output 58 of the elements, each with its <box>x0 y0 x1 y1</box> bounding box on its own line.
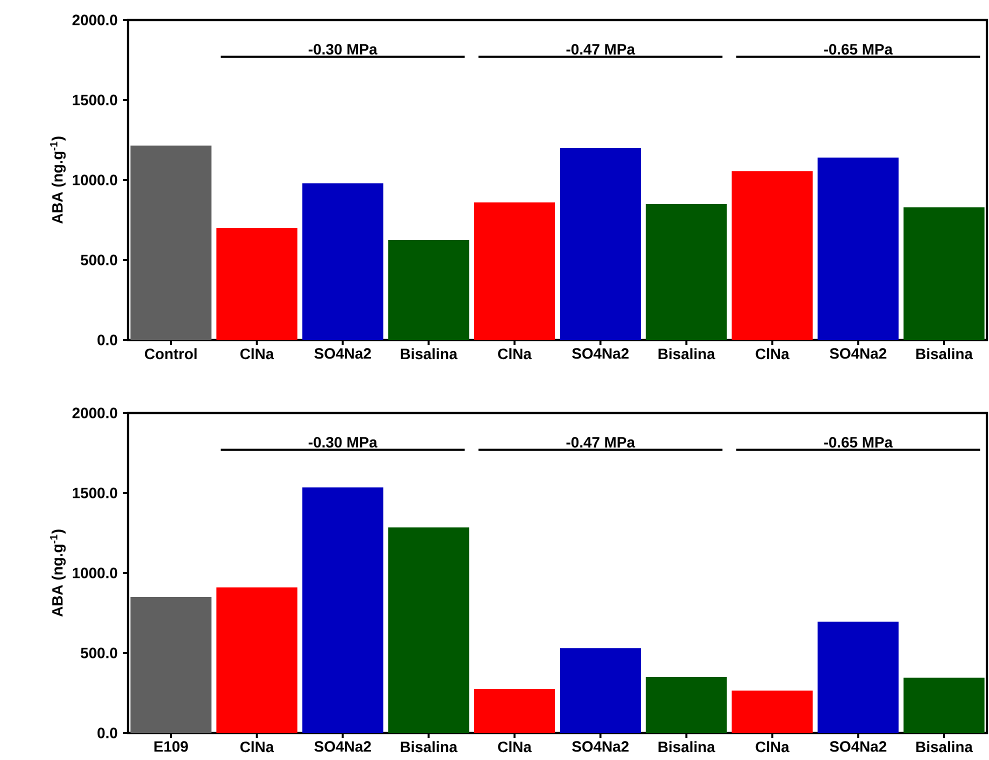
x-tick-label: ClNa <box>240 741 274 752</box>
bar <box>130 596 212 733</box>
x-tick-label: SO4Na2 <box>572 348 629 359</box>
bar <box>818 158 899 340</box>
x-tick-label: ClNa <box>756 348 790 360</box>
y-tick-label: 0.0 <box>98 334 118 346</box>
x-tick-label: SO4Na2 <box>830 741 886 752</box>
y-axis-title: ABA (ng.g$^{-1}$) <box>50 530 66 617</box>
annotation: -0.30 MPa <box>308 436 378 448</box>
y-axis-title: ABA (ng.g$^{-1}$) <box>50 136 66 224</box>
bar <box>818 622 899 733</box>
x-tick-label: Bisalina <box>658 348 716 360</box>
x-tick-label: SO4Na2 <box>572 741 629 752</box>
y-tick-label: 1000.0 <box>72 174 118 186</box>
annotation: -0.30 MPa <box>308 44 378 55</box>
bar <box>646 204 727 340</box>
bar <box>732 690 813 733</box>
x-tick-label: ClNa <box>240 348 274 360</box>
bar <box>560 148 641 340</box>
bar <box>904 207 985 340</box>
bar <box>474 202 556 340</box>
y-tick-label: 1500.0 <box>72 94 118 106</box>
bar <box>646 676 727 733</box>
x-tick-label: Bisalina <box>658 741 716 752</box>
y-tick-label: 2000.0 <box>72 408 118 418</box>
bar <box>216 228 298 340</box>
x-tick-label: Bisalina <box>400 741 458 752</box>
x-tick-label: Bisalina <box>400 348 458 360</box>
y-tick-label: 2000.0 <box>72 14 118 26</box>
annotation: -0.47 MPa <box>566 44 636 55</box>
bar <box>388 527 470 733</box>
x-tick-label: SO4Na2 <box>830 348 886 359</box>
x-tick-label: E109 <box>154 741 188 752</box>
bar <box>302 487 384 733</box>
y-tick-label: 500.0 <box>80 254 118 266</box>
bar <box>216 587 298 733</box>
bar <box>130 146 212 340</box>
y-tick-label: 0.0 <box>98 728 118 738</box>
bar <box>904 678 985 733</box>
bar <box>302 183 384 340</box>
x-tick-label: ClNa <box>756 741 790 752</box>
x-tick-label: ClNa <box>498 741 532 752</box>
bar <box>474 688 556 733</box>
x-tick-label: ClNa <box>498 348 532 360</box>
bar <box>560 648 641 733</box>
x-tick-label: Control <box>144 348 197 360</box>
y-tick-label: 1000.0 <box>72 568 118 578</box>
x-tick-label: SO4Na2 <box>314 741 371 752</box>
y-tick-label: 500.0 <box>80 648 118 658</box>
annotation: -0.65 MPa <box>824 436 893 448</box>
x-tick-label: Bisalina <box>916 348 973 360</box>
annotation: -0.65 MPa <box>824 44 893 55</box>
bar <box>388 240 470 340</box>
y-tick-label: 1500.0 <box>72 488 118 498</box>
x-tick-label: Bisalina <box>916 741 973 752</box>
annotation: -0.47 MPa <box>566 436 636 448</box>
bar <box>732 171 813 340</box>
x-tick-label: SO4Na2 <box>314 348 371 359</box>
